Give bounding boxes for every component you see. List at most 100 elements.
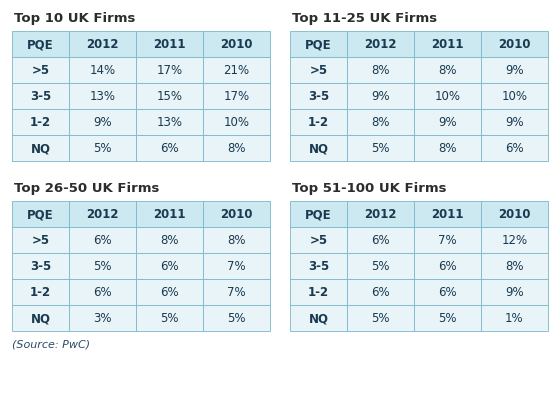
Bar [136,279,203,305]
Bar [414,32,481,58]
Text: 5%: 5% [371,312,390,325]
Bar [203,136,270,161]
Text: (Source: PwC): (Source: PwC) [12,339,90,349]
Bar [12,305,69,331]
Text: 5%: 5% [371,260,390,273]
Text: NQ: NQ [309,142,328,155]
Bar [290,254,347,279]
Bar [69,110,136,136]
Text: Top 10 UK Firms: Top 10 UK Firms [14,12,136,25]
Text: 2011: 2011 [153,208,185,221]
Text: 6%: 6% [371,286,390,299]
Text: 1-2: 1-2 [30,286,51,299]
Text: 8%: 8% [371,116,390,129]
Bar [203,32,270,58]
Bar [12,202,69,228]
Text: 5%: 5% [93,142,111,155]
Bar [203,305,270,331]
Text: 13%: 13% [89,90,115,103]
Bar [136,228,203,254]
Text: PQE: PQE [305,208,332,221]
Text: >5: >5 [31,64,49,77]
Bar [414,202,481,228]
Bar [136,110,203,136]
Bar [481,228,548,254]
Bar [12,279,69,305]
Bar [12,136,69,161]
Text: 2010: 2010 [220,38,253,51]
Bar [347,228,414,254]
Bar [69,136,136,161]
Text: 1-2: 1-2 [308,286,329,299]
Bar [69,84,136,110]
Bar [481,58,548,84]
Text: 8%: 8% [438,142,456,155]
Bar [414,254,481,279]
Bar [203,202,270,228]
Bar [290,110,347,136]
Text: 2012: 2012 [364,208,396,221]
Text: 2011: 2011 [431,38,464,51]
Text: 6%: 6% [160,286,179,299]
Text: 2010: 2010 [220,208,253,221]
Text: 10%: 10% [501,90,528,103]
Text: 9%: 9% [505,64,524,77]
Bar [347,136,414,161]
Text: >5: >5 [309,64,328,77]
Bar [203,279,270,305]
Bar [203,228,270,254]
Text: 6%: 6% [438,286,457,299]
Text: 8%: 8% [438,64,456,77]
Bar [347,254,414,279]
Text: 8%: 8% [227,142,246,155]
Bar [481,84,548,110]
Bar [414,136,481,161]
Text: 6%: 6% [93,286,111,299]
Text: 6%: 6% [160,142,179,155]
Text: 2010: 2010 [498,208,531,221]
Text: 3-5: 3-5 [308,90,329,103]
Text: 2012: 2012 [86,38,119,51]
Text: 9%: 9% [438,116,457,129]
Text: 2011: 2011 [153,38,185,51]
Bar [414,305,481,331]
Text: 9%: 9% [505,116,524,129]
Text: 5%: 5% [93,260,111,273]
Text: 9%: 9% [371,90,390,103]
Bar [347,202,414,228]
Text: 5%: 5% [160,312,179,325]
Bar [414,228,481,254]
Bar [347,305,414,331]
Bar [290,136,347,161]
Text: 3-5: 3-5 [30,260,51,273]
Text: NQ: NQ [30,312,50,325]
Bar [69,202,136,228]
Bar [12,58,69,84]
Text: 13%: 13% [156,116,183,129]
Text: 2012: 2012 [86,208,119,221]
Bar [481,32,548,58]
Text: 9%: 9% [505,286,524,299]
Bar [136,32,203,58]
Bar [290,84,347,110]
Bar [414,110,481,136]
Text: 6%: 6% [505,142,524,155]
Bar [481,136,548,161]
Text: 1%: 1% [505,312,524,325]
Text: 8%: 8% [371,64,390,77]
Text: 17%: 17% [156,64,183,77]
Text: 7%: 7% [227,286,246,299]
Text: 5%: 5% [227,312,246,325]
Bar [69,305,136,331]
Bar [203,84,270,110]
Text: 7%: 7% [438,234,457,247]
Text: 7%: 7% [227,260,246,273]
Text: 15%: 15% [156,90,183,103]
Bar [481,110,548,136]
Text: NQ: NQ [309,312,328,325]
Bar [12,110,69,136]
Text: Top 51-100 UK Firms: Top 51-100 UK Firms [292,182,446,195]
Bar [12,228,69,254]
Text: 12%: 12% [501,234,528,247]
Bar [12,84,69,110]
